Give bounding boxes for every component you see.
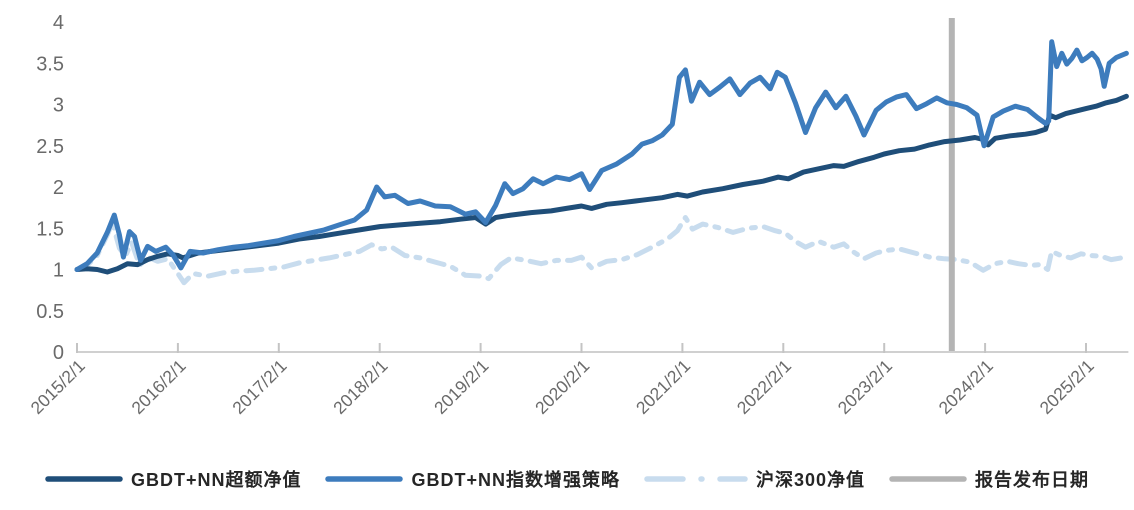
y-tick-label: 3 [53, 95, 64, 117]
y-tick-label: 4 [53, 12, 64, 34]
chart-legend: GBDT+NN超额净值 GBDT+NN指数增强策略 沪深300净值 报告发布日期 [0, 466, 1134, 492]
legend-line-swatch-3 [889, 476, 967, 482]
legend-label-0: GBDT+NN超额净值 [130, 470, 302, 490]
y-tick-label: 2.5 [36, 136, 64, 158]
legend-item-0: GBDT+NN超额净值 [45, 466, 302, 492]
legend-label-3: 报告发布日期 [975, 470, 1090, 490]
y-tick-label: 2 [53, 177, 64, 199]
x-tick-label: 2024/2/1 [935, 356, 997, 418]
x-tick-label: 2022/2/1 [733, 356, 795, 418]
y-tick-label: 1 [53, 260, 64, 282]
legend-line-swatch-1 [325, 476, 404, 482]
y-tick-label: 3.5 [36, 53, 64, 75]
series-line-2 [74, 215, 1124, 286]
y-tick-label: 1.5 [36, 218, 64, 240]
x-tick-label: 2016/2/1 [127, 356, 189, 418]
x-tick-label: 2015/2/1 [27, 356, 89, 418]
x-tick-label: 2020/2/1 [531, 356, 593, 418]
legend-item-2: 沪深300净值 [644, 466, 865, 492]
y-tick-label: 0.5 [36, 301, 64, 323]
x-tick-label: 2023/2/1 [834, 356, 896, 418]
x-tick-label: 2017/2/1 [228, 356, 290, 418]
line-chart-canvas: 0 0.5 1 1.5 2 2.5 3 3.5 4 2015/2/1 2016/2/1 2017/2/… [27, 12, 1129, 418]
legend-line-swatch-0 [45, 476, 123, 482]
x-tick-label: 2021/2/1 [632, 356, 694, 418]
legend-item-1: GBDT+NN指数增强策略 [325, 466, 620, 492]
legend-label-2: 沪深300净值 [755, 470, 866, 490]
legend-line-swatch-2 [644, 476, 748, 482]
x-tick-label: 2025/2/1 [1036, 356, 1098, 418]
series-line-1 [74, 39, 1129, 272]
x-tick-label: 2018/2/1 [329, 356, 391, 418]
y-tick-label: 0 [53, 342, 64, 364]
x-tick-label: 2019/2/1 [430, 356, 492, 418]
legend-item-3: 报告发布日期 [889, 466, 1089, 492]
legend-label-1: GBDT+NN指数增强策略 [411, 470, 620, 490]
